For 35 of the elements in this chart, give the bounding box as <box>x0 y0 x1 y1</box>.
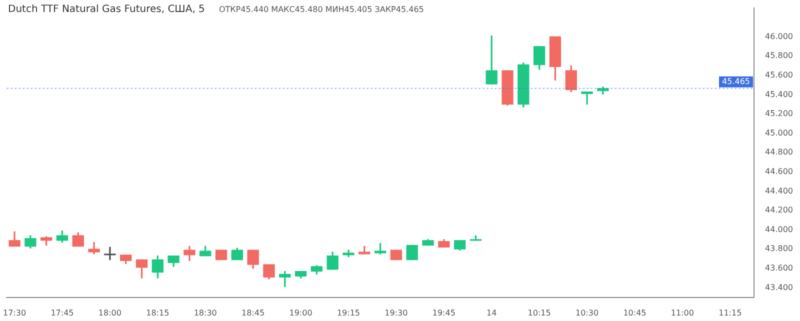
x-tick-label: 19:45 <box>432 308 456 318</box>
y-tick-label: 43.600 <box>765 264 794 273</box>
x-tick-label: 18:00 <box>98 308 122 318</box>
candlestick <box>104 246 116 260</box>
chart-subtitle: ОТКР45.440 МАКС45.480 МИН45.405 ЗАКР45.465 <box>218 4 424 15</box>
y-tick-label: 44.800 <box>765 148 794 157</box>
y-tick-label: 43.400 <box>765 282 794 292</box>
y-tick-label: 44.200 <box>765 206 794 215</box>
y-tick-label: 45.000 <box>765 128 794 138</box>
x-tick-label: 19:30 <box>384 308 408 318</box>
y-tick-label: 44.600 <box>765 166 794 176</box>
x-tick-label: 10:30 <box>575 308 599 318</box>
y-tick-label: 44.000 <box>765 224 794 234</box>
x-tick-label: 19:00 <box>289 308 312 318</box>
x-tick-label: 17:45 <box>50 308 74 318</box>
candlestick <box>581 91 593 105</box>
x-tick-label: 14 <box>486 308 497 318</box>
x-tick-label: 11:15 <box>718 308 742 318</box>
x-tick-label: 17:30 <box>2 308 26 318</box>
y-tick-label: 45.800 <box>765 51 794 60</box>
x-tick-label: 10:45 <box>623 308 646 318</box>
y-tick-label: 45.600 <box>765 70 794 80</box>
y-tick-label: 45.200 <box>765 109 794 118</box>
x-tick-label: 19:15 <box>336 308 360 318</box>
x-tick-label: 18:30 <box>194 308 217 318</box>
y-tick-label: 44.400 <box>765 186 794 196</box>
x-tick-label: 18:15 <box>146 308 170 318</box>
chart-title: Dutch TTF Natural Gas Futures, США, 5 <box>8 4 205 15</box>
y-tick-label: 45.400 <box>765 90 794 99</box>
y-tick-label: 46.000 <box>765 32 794 41</box>
ref-line-label: 45.465 <box>722 76 750 86</box>
y-tick-label: 43.800 <box>765 244 794 254</box>
x-tick-label: 10:15 <box>528 308 551 318</box>
x-tick-label: 11:00 <box>670 308 694 318</box>
x-tick-label: 18:45 <box>242 308 265 318</box>
